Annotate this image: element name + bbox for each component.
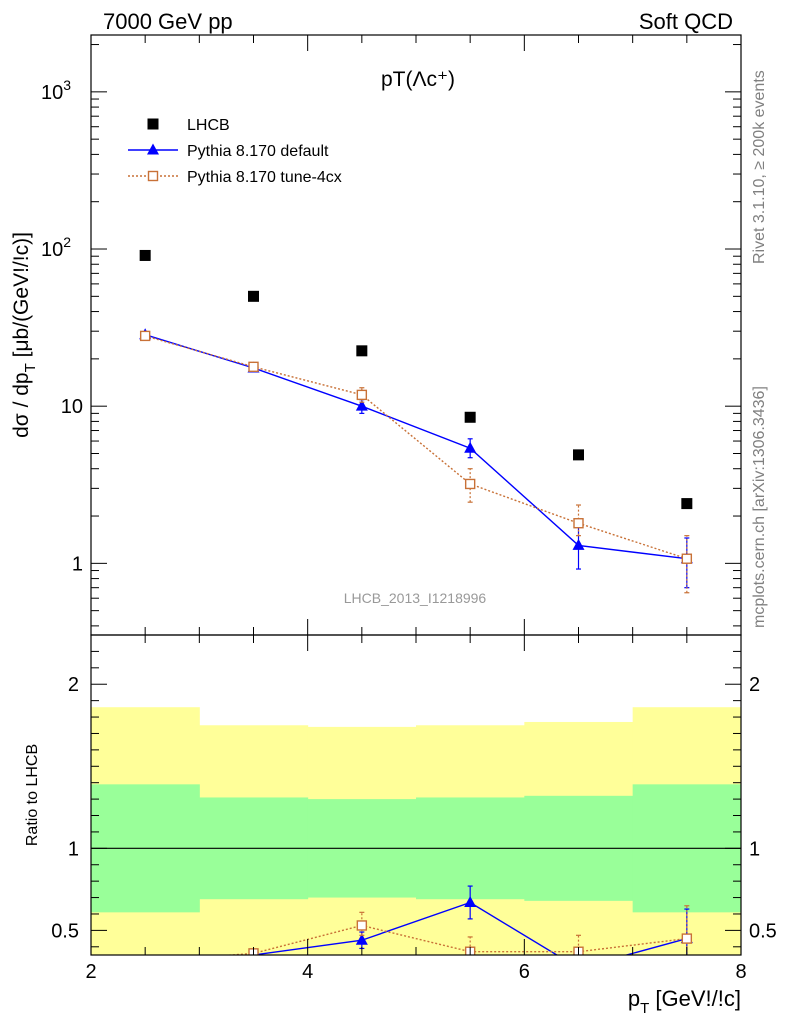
x-axis-label: pT [GeV!/!c] (628, 986, 741, 1017)
ratio-point (141, 957, 150, 966)
rivet-version-label: Rivet 3.1.10, ≥ 200k events (751, 70, 768, 264)
ratio-y-axis-label: Ratio to LHCB (24, 744, 41, 846)
chart-title: pT(Λc⁺) (381, 68, 455, 91)
ratio-point (464, 895, 477, 907)
ratio-y-tick-label: 2 (68, 674, 79, 696)
legend-marker (147, 170, 159, 182)
data-point (681, 553, 693, 564)
y-tick-label: 102 (41, 234, 71, 261)
legend-label: Pythia 8.170 default (187, 143, 329, 160)
data-point (464, 441, 477, 453)
data-point (248, 361, 259, 373)
legend-label: LHCB (187, 117, 230, 134)
x-tick-label: 6 (519, 961, 530, 983)
analysis-watermark: LHCB_2013_I1218996 (344, 590, 487, 606)
x-tick-label: 2 (85, 961, 96, 983)
main-panel: 1 10 102 103 pT(Λc⁺) LHCB_2013_I1218996 LHC… (10, 34, 742, 636)
ratio-line (241, 901, 688, 955)
legend-label: Pythia 8.170 tune-4cx (187, 169, 342, 186)
data-point (248, 290, 259, 302)
main-y-axis-label: dσ / dpT [μb/(GeV!/!c)] (10, 232, 39, 438)
ratio-y-tick-label: 1 (68, 838, 79, 860)
legend-marker (147, 118, 159, 130)
series-line (144, 334, 687, 560)
data-point (681, 498, 693, 510)
ratio-point (681, 933, 693, 944)
x-tick-label: 4 (302, 961, 313, 983)
legend-marker (147, 143, 159, 155)
data-point (356, 345, 368, 357)
ratio-point (139, 955, 151, 966)
data-point (139, 330, 151, 342)
data-point (139, 249, 151, 261)
series-lhcb (139, 249, 693, 510)
data-point (572, 538, 585, 550)
series-line (144, 335, 688, 560)
ratio-y-tick-label-right: 0.5 (749, 920, 777, 942)
ratio-point (356, 920, 368, 931)
ratio-point (355, 933, 368, 945)
ratio-y-tick-label-right: 2 (749, 674, 760, 696)
ratio-y-tick-label: 0.5 (51, 920, 79, 942)
ratio-y-tick-label-right: 1 (749, 838, 760, 860)
data-point (573, 518, 584, 529)
header-left-label: 7000 GeV pp (103, 9, 233, 34)
data-point (573, 449, 584, 461)
series-pythia-8-170-tune-4cx (139, 330, 693, 594)
x-tick-label: 8 (735, 961, 746, 983)
ratio-point (573, 962, 585, 973)
data-point (355, 399, 368, 411)
mcplots-source-label: mcplots.cern.ch [arXiv:1306.3436] (751, 386, 768, 628)
header-right-label: Soft QCD (639, 9, 733, 34)
data-point (356, 389, 368, 401)
ratio-panel: 0.5 0.5 1 1 2 2 2 4 6 8 Ratio to LHCB pT [GeV!/!c… (24, 634, 777, 1017)
legend: LHCB Pythia 8.170 default Pythia 8.170 tun… (128, 117, 342, 186)
data-point (464, 411, 476, 423)
y-tick-label: 1 (72, 553, 83, 575)
series-pythia-8-170-default (139, 328, 693, 589)
y-tick-label: 103 (41, 77, 71, 104)
ratio-line (222, 924, 687, 955)
data-point (464, 478, 476, 490)
y-tick-label: 10 (61, 396, 83, 418)
